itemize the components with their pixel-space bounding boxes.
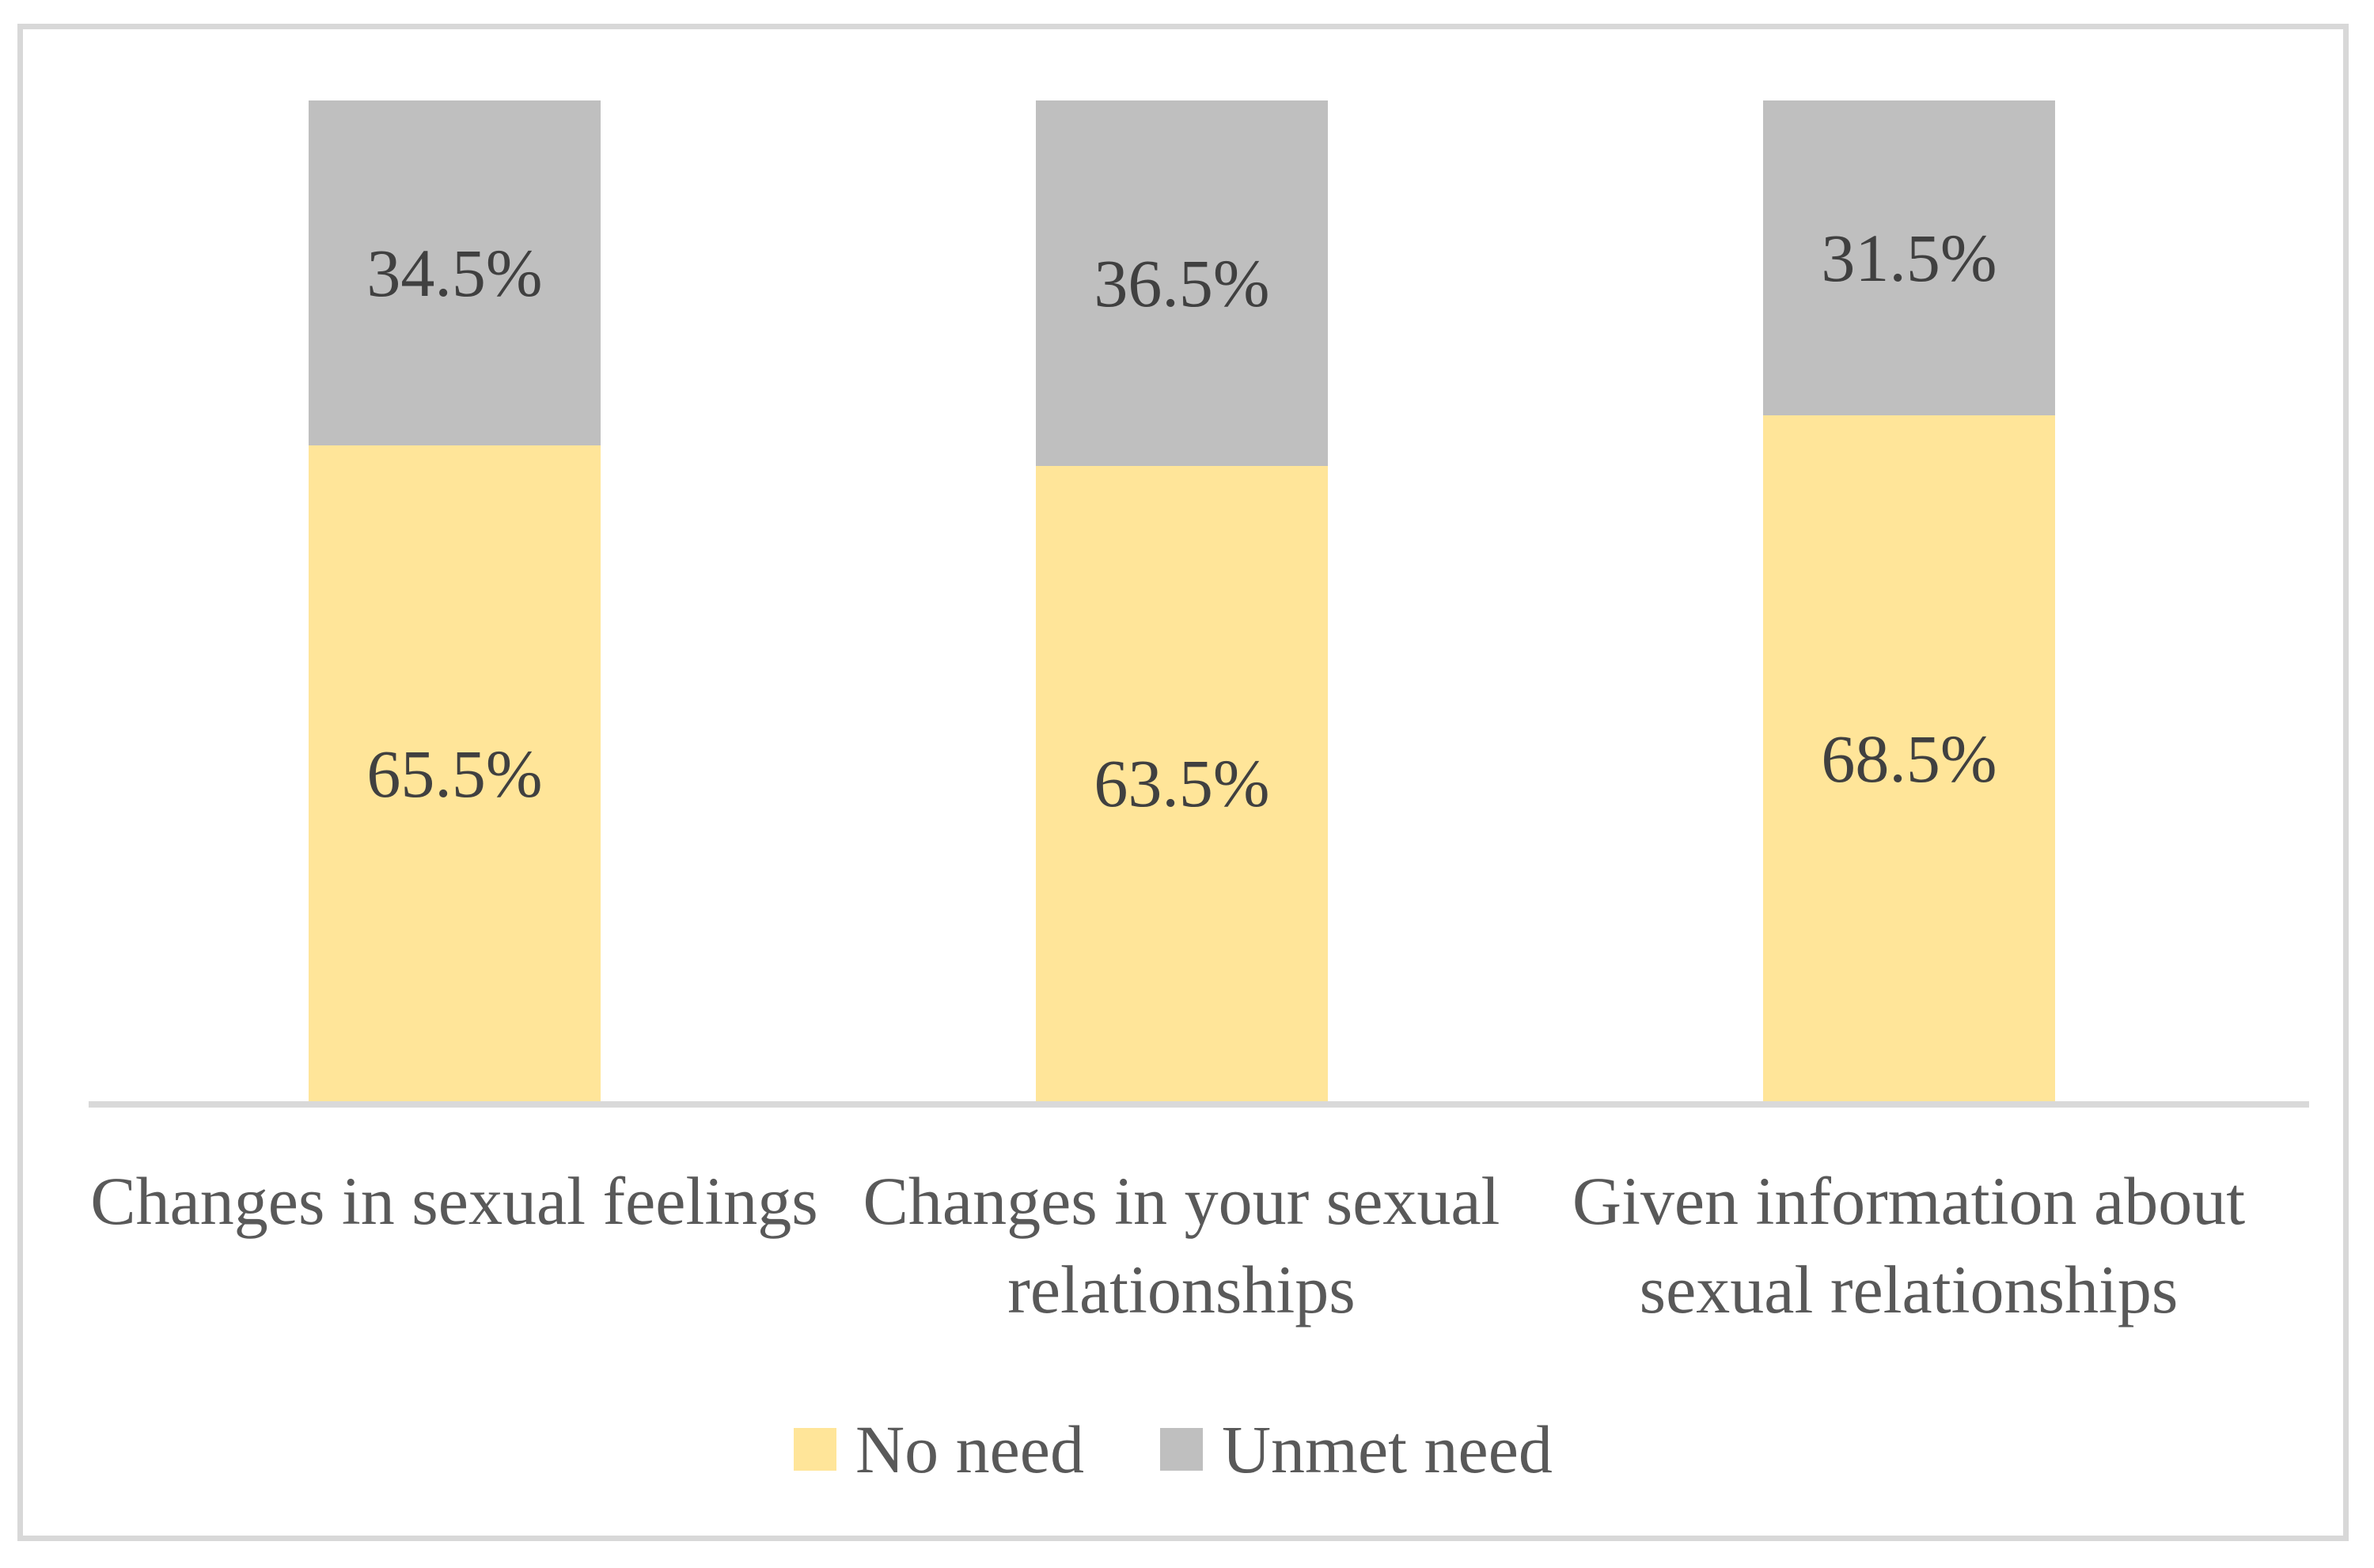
category-label-2: Changes in your sexual relationships — [863, 1163, 1500, 1327]
segment-no-need: 63.5% — [1036, 465, 1328, 1101]
segment-no-need: 68.5% — [1763, 415, 2055, 1101]
value-label: 65.5% — [366, 735, 543, 812]
category-label-1: Changes in sexual feelings — [90, 1163, 818, 1239]
bar-group-given-information-about-sexual-relationships: 31.5% 68.5% — [1763, 100, 2055, 1101]
value-label: 34.5% — [366, 235, 543, 312]
value-label: 68.5% — [1821, 720, 1997, 797]
x-axis-line — [89, 1101, 2309, 1108]
bar-group-changes-in-sexual-feelings: 34.5% 65.5% — [309, 100, 601, 1101]
segment-unmet-need: 34.5% — [309, 100, 601, 446]
value-label: 31.5% — [1821, 220, 1997, 297]
legend-item-no-need: No need — [794, 1410, 1084, 1489]
segment-unmet-need: 36.5% — [1036, 100, 1328, 466]
legend-label-unmet-need: Unmet need — [1221, 1411, 1553, 1487]
category-label-3: Given information about sexual relations… — [1572, 1163, 2246, 1327]
legend-label-no-need: No need — [855, 1411, 1084, 1487]
legend-swatch-unmet-need — [1159, 1428, 1203, 1471]
legend-item-unmet-need: Unmet need — [1159, 1410, 1553, 1489]
legend: No need Unmet need — [794, 1410, 1553, 1489]
legend-swatch-no-need — [794, 1428, 836, 1471]
value-label: 36.5% — [1094, 244, 1270, 321]
bar-group-changes-in-your-sexual-relationships: 36.5% 63.5% — [1036, 100, 1328, 1101]
segment-no-need: 65.5% — [309, 445, 601, 1101]
segment-unmet-need: 31.5% — [1763, 100, 2055, 416]
value-label: 63.5% — [1094, 745, 1270, 822]
